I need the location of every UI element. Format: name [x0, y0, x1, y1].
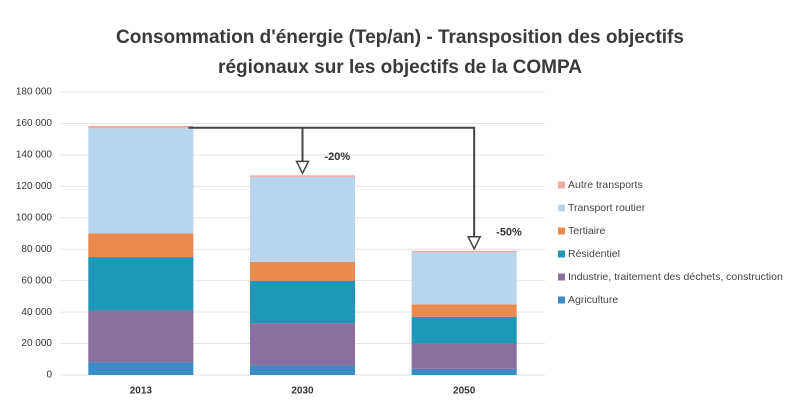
y-tick-label: 180 000: [16, 87, 53, 98]
arrow-head: [295, 160, 310, 176]
x-tick-label: 2013: [130, 386, 153, 397]
bar-segment: [411, 368, 517, 375]
legend-label: Transport routier: [568, 202, 646, 214]
annotation: -20%: [325, 151, 351, 163]
legend-label: Tertiaire: [568, 225, 606, 237]
bar-segment: [249, 176, 356, 262]
bar-segment: [88, 257, 194, 311]
y-tick-label: 60 000: [21, 275, 52, 286]
legend-label: Industrie, traitement des déchets, const…: [568, 271, 783, 283]
legend-swatch: [558, 273, 565, 281]
chart-title: régionaux sur les objectifs de la COMPA: [218, 57, 582, 78]
bar-segment: [411, 316, 517, 344]
legend-swatch: [558, 250, 565, 258]
bar-segment: [249, 280, 356, 324]
legend-swatch: [558, 296, 565, 304]
bar-segment: [411, 343, 517, 369]
y-tick-label: 20 000: [21, 338, 52, 349]
y-tick-label: 80 000: [21, 244, 52, 255]
y-tick-label: 140 000: [16, 150, 53, 161]
x-tick-label: 2030: [291, 386, 314, 397]
bar-segment: [88, 362, 194, 375]
arrow-line: [188, 126, 476, 247]
bar-segment: [411, 304, 517, 317]
x-tick-label: 2050: [453, 386, 476, 397]
bar-segment: [88, 310, 194, 363]
legend-label: Autre transports: [568, 179, 643, 191]
y-tick-label: 0: [46, 370, 52, 381]
legend-label: Agriculture: [568, 294, 618, 306]
legend-label: Résidentiel: [568, 248, 620, 260]
y-tick-label: 40 000: [21, 307, 52, 318]
arrow-head: [466, 236, 482, 251]
legend-swatch: [558, 204, 565, 212]
annotation: -50%: [496, 227, 522, 239]
chart-title: Consommation d'énergie (Tep/an) - Transp…: [116, 27, 684, 48]
bar-segment: [249, 261, 356, 281]
bar-segment: [88, 125, 194, 129]
bar-segment: [249, 175, 356, 177]
legend-swatch: [558, 181, 565, 189]
y-tick-label: 120 000: [16, 181, 53, 192]
bar-segment: [411, 250, 517, 253]
y-tick-label: 100 000: [16, 212, 53, 223]
bar-segment: [411, 252, 517, 305]
bar-segment: [249, 323, 356, 366]
bar-segment: [249, 365, 356, 375]
bar-segment: [88, 128, 194, 234]
y-tick-label: 160 000: [16, 118, 53, 129]
bar-segment: [88, 233, 194, 258]
legend-swatch: [558, 227, 565, 235]
